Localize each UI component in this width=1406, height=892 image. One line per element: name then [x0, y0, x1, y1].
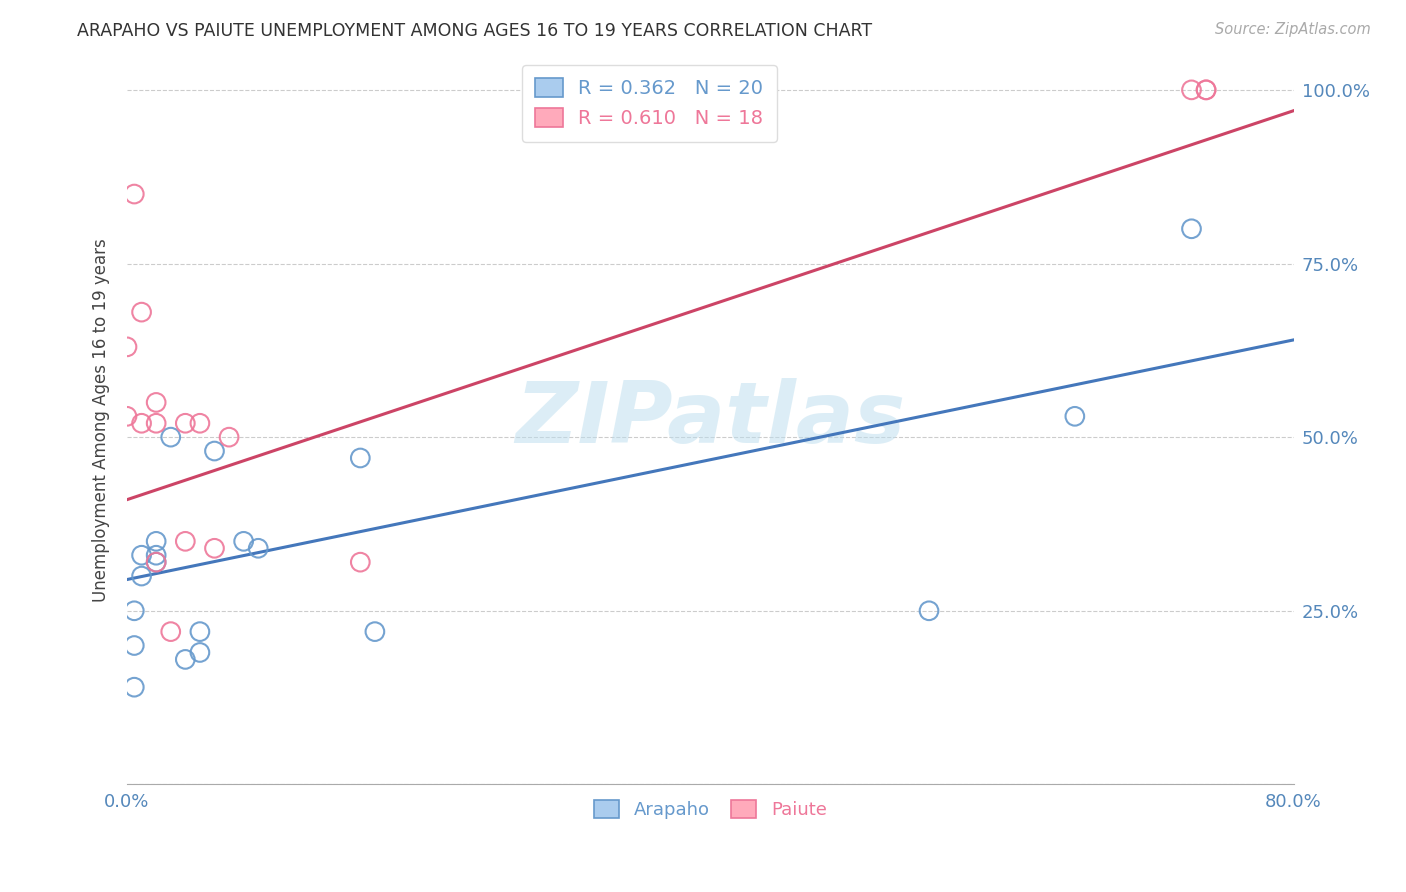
Point [1180, 83, 1202, 97]
Point [174, 652, 197, 666]
Text: ARAPAHO VS PAIUTE UNEMPLOYMENT AMONG AGES 16 TO 19 YEARS CORRELATION CHART: ARAPAHO VS PAIUTE UNEMPLOYMENT AMONG AGE… [77, 22, 873, 40]
Point [188, 624, 211, 639]
Text: Source: ZipAtlas.com: Source: ZipAtlas.com [1215, 22, 1371, 37]
Point [145, 395, 167, 409]
Point [174, 534, 197, 549]
Point [131, 569, 153, 583]
Point [1195, 83, 1218, 97]
Y-axis label: Unemployment Among Ages 16 to 19 years: Unemployment Among Ages 16 to 19 years [93, 238, 110, 602]
Point [145, 555, 167, 569]
Point [124, 604, 146, 618]
Point [204, 444, 226, 458]
Point [349, 450, 371, 465]
Point [124, 680, 146, 694]
Point [115, 340, 138, 354]
Point [145, 417, 167, 431]
Point [918, 604, 941, 618]
Point [232, 534, 254, 549]
Point [188, 417, 211, 431]
Point [124, 187, 146, 202]
Point [145, 548, 167, 562]
Point [174, 417, 197, 431]
Point [1195, 83, 1218, 97]
Point [247, 541, 270, 556]
Point [131, 548, 153, 562]
Point [131, 417, 153, 431]
Point [364, 624, 387, 639]
Point [188, 645, 211, 659]
Point [145, 534, 167, 549]
Point [1063, 409, 1085, 424]
Point [159, 430, 181, 444]
Point [1180, 221, 1202, 235]
Text: ZIPatlas: ZIPatlas [515, 378, 905, 461]
Point [124, 639, 146, 653]
Point [218, 430, 240, 444]
Point [131, 305, 153, 319]
Legend: Arapaho, Paiute: Arapaho, Paiute [586, 793, 834, 827]
Point [204, 541, 226, 556]
Point [145, 555, 167, 569]
Point [115, 409, 138, 424]
Point [349, 555, 371, 569]
Point [159, 624, 181, 639]
